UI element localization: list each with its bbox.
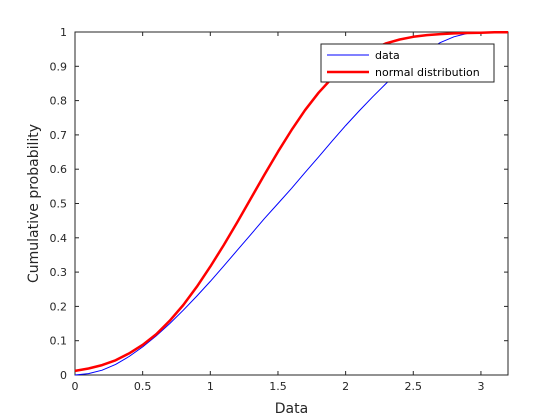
x-tick-label: 0.5: [134, 380, 152, 393]
y-tick-label: 0.8: [50, 95, 68, 108]
legend-label-data: data: [375, 49, 400, 62]
y-tick-label: 0.1: [50, 335, 68, 348]
axis-ticks: 0 0.5 1 1.5 2 2.5 3 0 0.1 0.2 0.3 0.4 0.5 0.6 0.7 0.8 0.…: [50, 26, 508, 393]
x-tick-label: 2: [342, 380, 349, 393]
y-tick-label: 0: [60, 369, 67, 382]
y-tick-label: 0.4: [50, 232, 68, 245]
series-line-normal-distribution: [74, 31, 508, 373]
x-tick-label: 1.5: [269, 380, 287, 393]
y-tick-label: 0.6: [50, 163, 68, 176]
legend-box: [320, 43, 495, 83]
y-tick-label: 0.3: [50, 266, 68, 279]
y-tick-label: 0.9: [50, 60, 68, 73]
legend-label-normal: normal distribution: [375, 66, 480, 79]
y-tick-label: 0.5: [50, 198, 68, 211]
y-tick-label: 0.2: [50, 300, 68, 313]
x-tick-label: 2.5: [405, 380, 423, 393]
x-axis-label: Data: [275, 401, 308, 417]
y-tick-label: 1: [60, 26, 67, 39]
y-axis-label: Cumulative probability: [26, 124, 42, 283]
plot-area: [74, 31, 509, 376]
y-tick-label: 0.7: [50, 129, 68, 142]
x-tick-label: 0: [72, 380, 79, 393]
x-tick-label: 1: [207, 380, 214, 393]
legend: data normal distribution: [320, 43, 495, 83]
x-tick-label: 3: [477, 380, 484, 393]
